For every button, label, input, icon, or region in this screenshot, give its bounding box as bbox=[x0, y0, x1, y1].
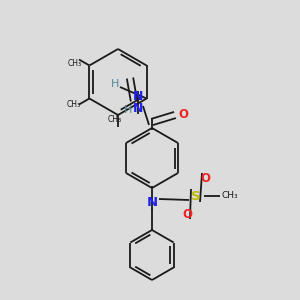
Text: O: O bbox=[178, 109, 188, 122]
Text: CH₃: CH₃ bbox=[108, 115, 122, 124]
Text: N: N bbox=[133, 103, 143, 116]
Text: N: N bbox=[133, 89, 143, 103]
Text: N: N bbox=[146, 196, 158, 209]
Text: S: S bbox=[191, 190, 201, 202]
Text: CH₃: CH₃ bbox=[67, 100, 81, 109]
Text: CH₃: CH₃ bbox=[222, 191, 238, 200]
Text: O: O bbox=[200, 172, 210, 184]
Text: H: H bbox=[111, 79, 119, 89]
Text: O: O bbox=[182, 208, 192, 220]
Text: CH₃: CH₃ bbox=[68, 59, 82, 68]
Text: H: H bbox=[124, 105, 132, 115]
